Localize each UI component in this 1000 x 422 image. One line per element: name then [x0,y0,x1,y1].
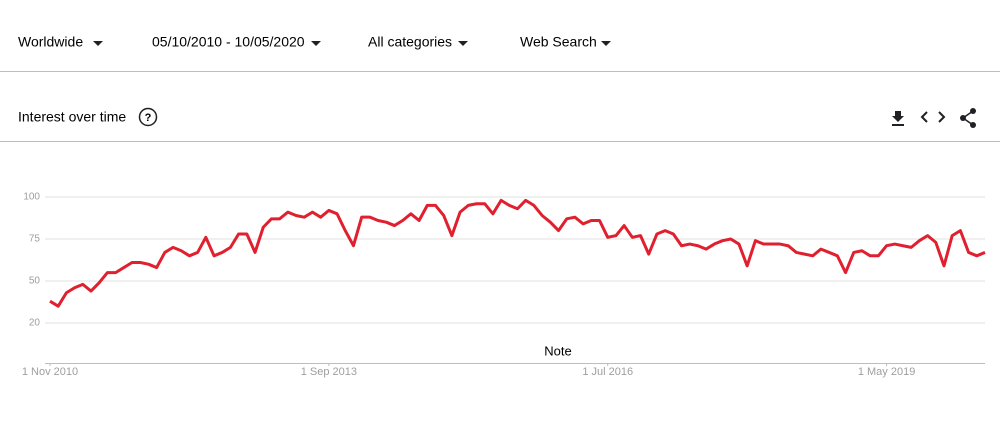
dropdown-arrow[interactable] [601,41,611,46]
svg-text:?: ? [145,112,152,124]
filter[interactable]: Web Search [520,34,597,50]
x-tick-label: 1 Jul 2016 [582,366,633,378]
x-tick-label: 1 May 2019 [858,366,915,378]
help-icon[interactable]: ? [138,107,158,127]
dropdown-arrow[interactable] [458,41,468,46]
x-tick-label: 1 Nov 2010 [22,366,78,378]
y-tick-label: 100 [23,192,40,203]
filter[interactable]: 05/10/2010 - 10/05/2020 [152,34,305,50]
y-tick-label: 20 [29,318,41,329]
filter[interactable]: Worldwide [18,34,83,50]
dropdown-arrow[interactable] [93,41,103,46]
y-tick-label: 50 [29,276,41,287]
trend-line [49,198,986,308]
section-title: Interest over time [18,109,126,125]
embed-icon[interactable] [920,111,946,123]
share-icon[interactable] [960,108,976,128]
dropdown-arrow[interactable] [311,41,321,46]
download-icon[interactable] [892,111,904,126]
y-tick-label: 75 [29,234,41,245]
filter[interactable]: All categories [368,34,452,50]
annotation: Note [544,343,571,358]
x-tick-label: 1 Sep 2013 [301,366,357,378]
filter-bar: Worldwide 05/10/2010 - 10/05/2020 All ca… [18,34,611,50]
